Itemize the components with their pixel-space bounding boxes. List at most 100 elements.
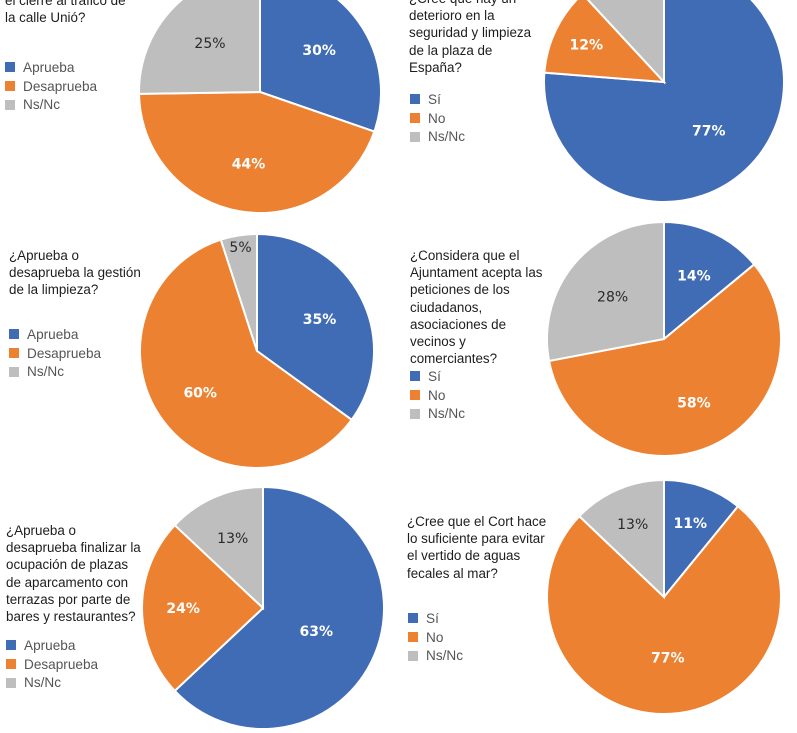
legend-swatch (6, 677, 16, 688)
legend-swatch (410, 371, 420, 382)
legend-label: Ns/Nc (24, 675, 62, 691)
legend-label: Desaprueba (24, 656, 99, 672)
legend-label: Aprueba (23, 59, 75, 75)
pie-slice-label: 63% (300, 624, 334, 640)
legend-swatch (410, 390, 420, 401)
legend-item: Sí (410, 90, 465, 109)
pie-slice-yes (256, 232, 375, 422)
legend-item: Ns/Nc (9, 363, 101, 382)
legend-item: Desaprueba (6, 655, 98, 674)
legend-label: Ns/Nc (27, 364, 65, 380)
pie-chart: 63% 24% 13% (141, 485, 385, 730)
pie-slice-yes (543, 0, 785, 203)
pie-slice-label: 28% (597, 289, 628, 305)
legend-label: Sí (428, 368, 441, 384)
legend-label: Ns/Nc (426, 648, 464, 664)
legend-swatch (410, 131, 420, 142)
legend-label: Sí (426, 610, 439, 626)
pie-slice-yes (663, 220, 756, 342)
legend-item: Ns/Nc (6, 674, 98, 693)
pie-slice-no (543, 0, 667, 84)
legend-swatch (6, 640, 16, 651)
chart-question: ¿Considera que el Ajuntament acepta las … (410, 248, 543, 367)
legend-label: Ns/Nc (428, 406, 466, 422)
pie-slice-label: 77% (692, 123, 726, 139)
chart-question: el cierre al tráfico de la calle Unió? (5, 0, 126, 26)
legend-item: Sí (410, 367, 465, 386)
pie-slice-nsnc (173, 485, 264, 611)
pie-slice-no (139, 238, 354, 469)
pie-slice-label: 30% (302, 43, 336, 59)
pie-slice-nsnc (219, 232, 258, 352)
chart-legend: Sí No Ns/Nc (410, 90, 465, 146)
chart-legend: Aprueba Desaprueba Ns/Nc (6, 636, 98, 692)
legend-swatch (410, 94, 420, 105)
pie-slice-label: 24% (166, 601, 200, 617)
legend-swatch (410, 113, 420, 124)
legend-swatch (9, 329, 19, 340)
legend-item: Ns/Nc (5, 96, 97, 115)
legend-swatch (6, 659, 16, 670)
legend-item: Ns/Nc (410, 405, 465, 424)
legend-label: Aprueba (27, 326, 79, 342)
legend-swatch (5, 99, 15, 110)
legend-swatch (408, 613, 418, 624)
pie-slice-label: 44% (232, 157, 266, 173)
pie-chart: 77%12%12% (543, 0, 785, 203)
pie-chart: 35% 60% 5% (139, 232, 375, 469)
chart-legend: Aprueba Desaprueba Ns/Nc (5, 58, 97, 114)
chart-legend: Aprueba Desaprueba Ns/Nc (9, 325, 101, 381)
legend-label: Aprueba (24, 637, 76, 653)
pie-slice-label: 25% (194, 36, 225, 52)
chart-legend: Sí No Ns/Nc (410, 367, 465, 423)
pie-slice-nsnc (546, 220, 665, 363)
pie-slice-yes (663, 478, 740, 600)
legend-label: Desaprueba (23, 78, 98, 94)
legend-item: Ns/Nc (408, 647, 463, 666)
pie-slice-label: 58% (677, 396, 711, 412)
pie-chart: 11% 77% 13% (546, 478, 782, 715)
legend-label: No (426, 629, 444, 645)
legend-item: No (410, 109, 465, 128)
legend-item: Desaprueba (5, 77, 97, 96)
chart-legend: Sí No Ns/Nc (408, 609, 463, 665)
legend-item: Aprueba (5, 58, 97, 77)
legend-swatch (5, 81, 15, 92)
legend-swatch (5, 62, 15, 73)
legend-swatch (9, 348, 19, 359)
legend-item: No (408, 628, 463, 647)
chart-question: ¿Cree que hay un deterioro en la segurid… (409, 0, 532, 75)
chart-question: ¿Aprueba o desaprueba finalizar la ocupa… (6, 523, 141, 625)
legend-swatch (408, 650, 418, 661)
legend-swatch (410, 408, 420, 419)
pie-slice-label: 77% (651, 651, 685, 667)
pie-slice-label: 11% (674, 516, 708, 532)
legend-item: No (410, 386, 465, 405)
legend-item: Desaprueba (9, 344, 101, 363)
legend-label: Desaprueba (27, 345, 102, 361)
pie-slice-nsnc (577, 478, 665, 600)
legend-label: Sí (428, 91, 441, 107)
legend-item: Sí (408, 609, 463, 628)
pie-slice-yes (259, 0, 382, 133)
chart-question: ¿Aprueba o desaprueba la gestión de la l… (9, 248, 141, 298)
chart-question: ¿Cree que el Cort hace lo suficiente par… (407, 514, 547, 581)
pie-slice-no (137, 90, 376, 214)
pie-slice-label: 13% (617, 517, 648, 533)
legend-item: Aprueba (6, 636, 98, 655)
pie-slice-label: 12% (569, 37, 603, 53)
legend-label: Ns/Nc (23, 97, 61, 113)
legend-label: Ns/Nc (428, 129, 466, 145)
legend-item: Aprueba (9, 325, 101, 344)
legend-swatch (9, 366, 19, 377)
pie-slice-no (547, 263, 782, 457)
pie-slice-nsnc (138, 0, 261, 95)
pie-slice-label: 35% (303, 312, 337, 328)
pie-slice-label: 14% (677, 268, 711, 284)
pie-slice-label: 13% (217, 531, 248, 547)
legend-label: No (428, 387, 446, 403)
legend-swatch (408, 632, 418, 643)
pie-slice-label: 60% (183, 385, 217, 401)
legend-label: No (428, 110, 446, 126)
pie-chart: 14% 58% 28% (546, 220, 782, 457)
